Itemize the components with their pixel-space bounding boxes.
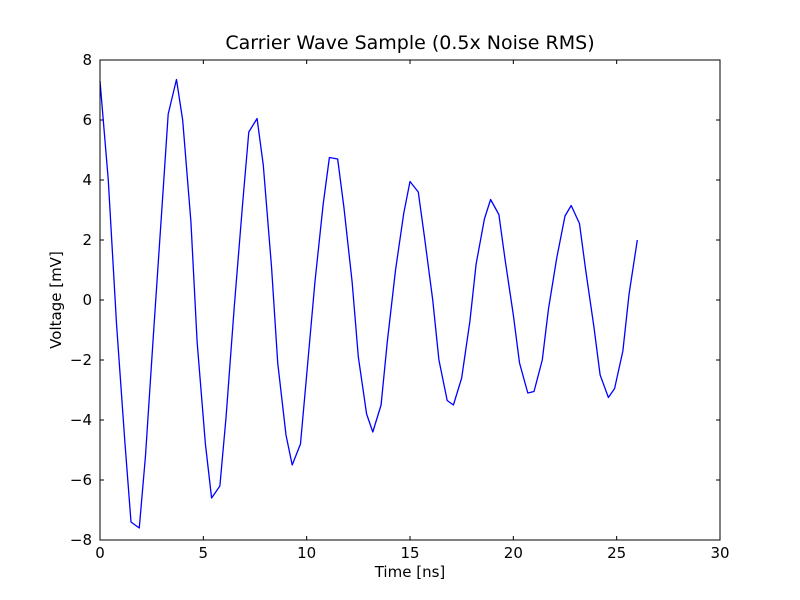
plot-frame xyxy=(99,59,721,541)
y-axis-label: Voltage [mV] xyxy=(47,251,65,349)
plot-background xyxy=(100,60,720,540)
y-tick-label: −2 xyxy=(70,351,92,369)
x-tick-label: 5 xyxy=(199,544,209,562)
x-tick-label: 20 xyxy=(504,544,523,562)
y-tick-label: 8 xyxy=(82,51,92,69)
x-tick-label: 25 xyxy=(607,544,626,562)
y-tick-label: 2 xyxy=(82,231,92,249)
y-tick-label: −4 xyxy=(70,411,92,429)
x-tick-label: 15 xyxy=(400,544,419,562)
chart-title: Carrier Wave Sample (0.5x Noise RMS) xyxy=(225,32,594,54)
y-tick-label: 4 xyxy=(82,171,92,189)
x-axis-label: Time [ns] xyxy=(374,563,446,581)
y-tick-label: −6 xyxy=(70,471,92,489)
y-tick-label: 0 xyxy=(82,291,92,309)
y-tick-label: 6 xyxy=(82,111,92,129)
plot-area: 0 5 10 15 20 25 30 −8 −6 −4 −2 0 2 4 6 8 xyxy=(70,51,730,562)
series-line-0 xyxy=(99,78,638,529)
y-axis: −8 −6 −4 −2 0 2 4 6 8 xyxy=(70,51,720,549)
series-layer xyxy=(99,78,638,529)
x-tick-label: 10 xyxy=(297,544,316,562)
x-tick-label: 0 xyxy=(95,544,105,562)
x-tick-label: 30 xyxy=(710,544,729,562)
y-tick-label: −8 xyxy=(70,531,92,549)
